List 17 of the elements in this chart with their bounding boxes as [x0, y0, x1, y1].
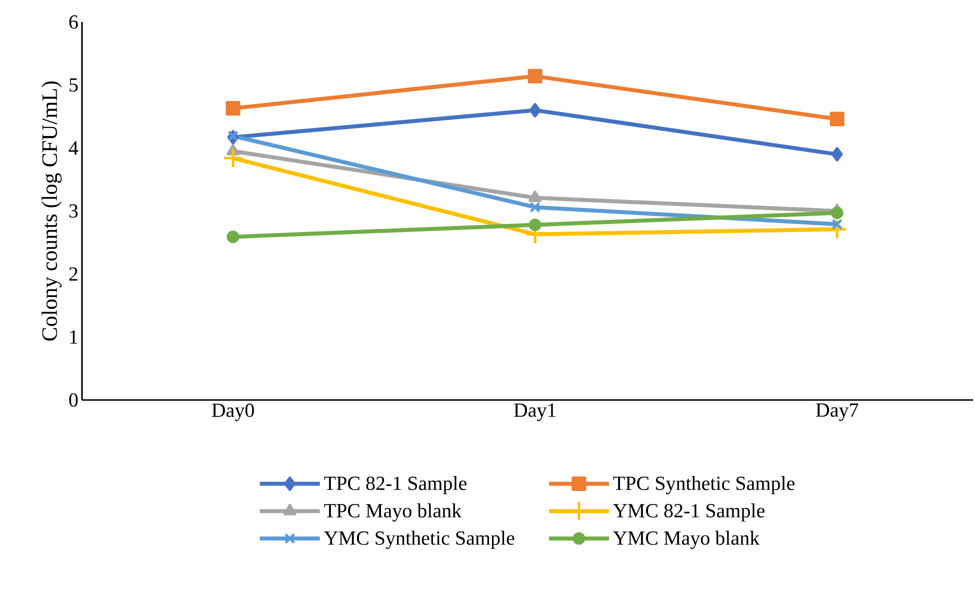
legend-label: YMC 82-1 Sample — [613, 503, 764, 522]
legend-label: TPC 82-1 Sample — [324, 476, 466, 494]
y-tick-label: 3 — [69, 204, 78, 218]
legend-label: YMC Synthetic Sample — [324, 530, 514, 549]
y-tick-label: 1 — [70, 330, 78, 344]
legend-label: YMC Mayo blank — [613, 530, 760, 549]
y-tick-label: 0 — [69, 393, 78, 407]
y-tick-label: 4 — [68, 141, 78, 155]
x-tick-label: Day7 — [816, 404, 858, 421]
y-tick-label: 6 — [69, 15, 78, 29]
y-tick-label: 2 — [69, 267, 78, 281]
y-axis-title: Colony counts (log CFU/mL) — [42, 81, 62, 341]
y-tick-label: 5 — [70, 78, 78, 92]
x-tick-label: Day0 — [212, 404, 254, 422]
legend-label: TPC Mayo blank — [324, 503, 462, 522]
x-tick-label: Day1 — [514, 404, 556, 422]
legend-label: TPC Synthetic Sample — [613, 476, 794, 494]
